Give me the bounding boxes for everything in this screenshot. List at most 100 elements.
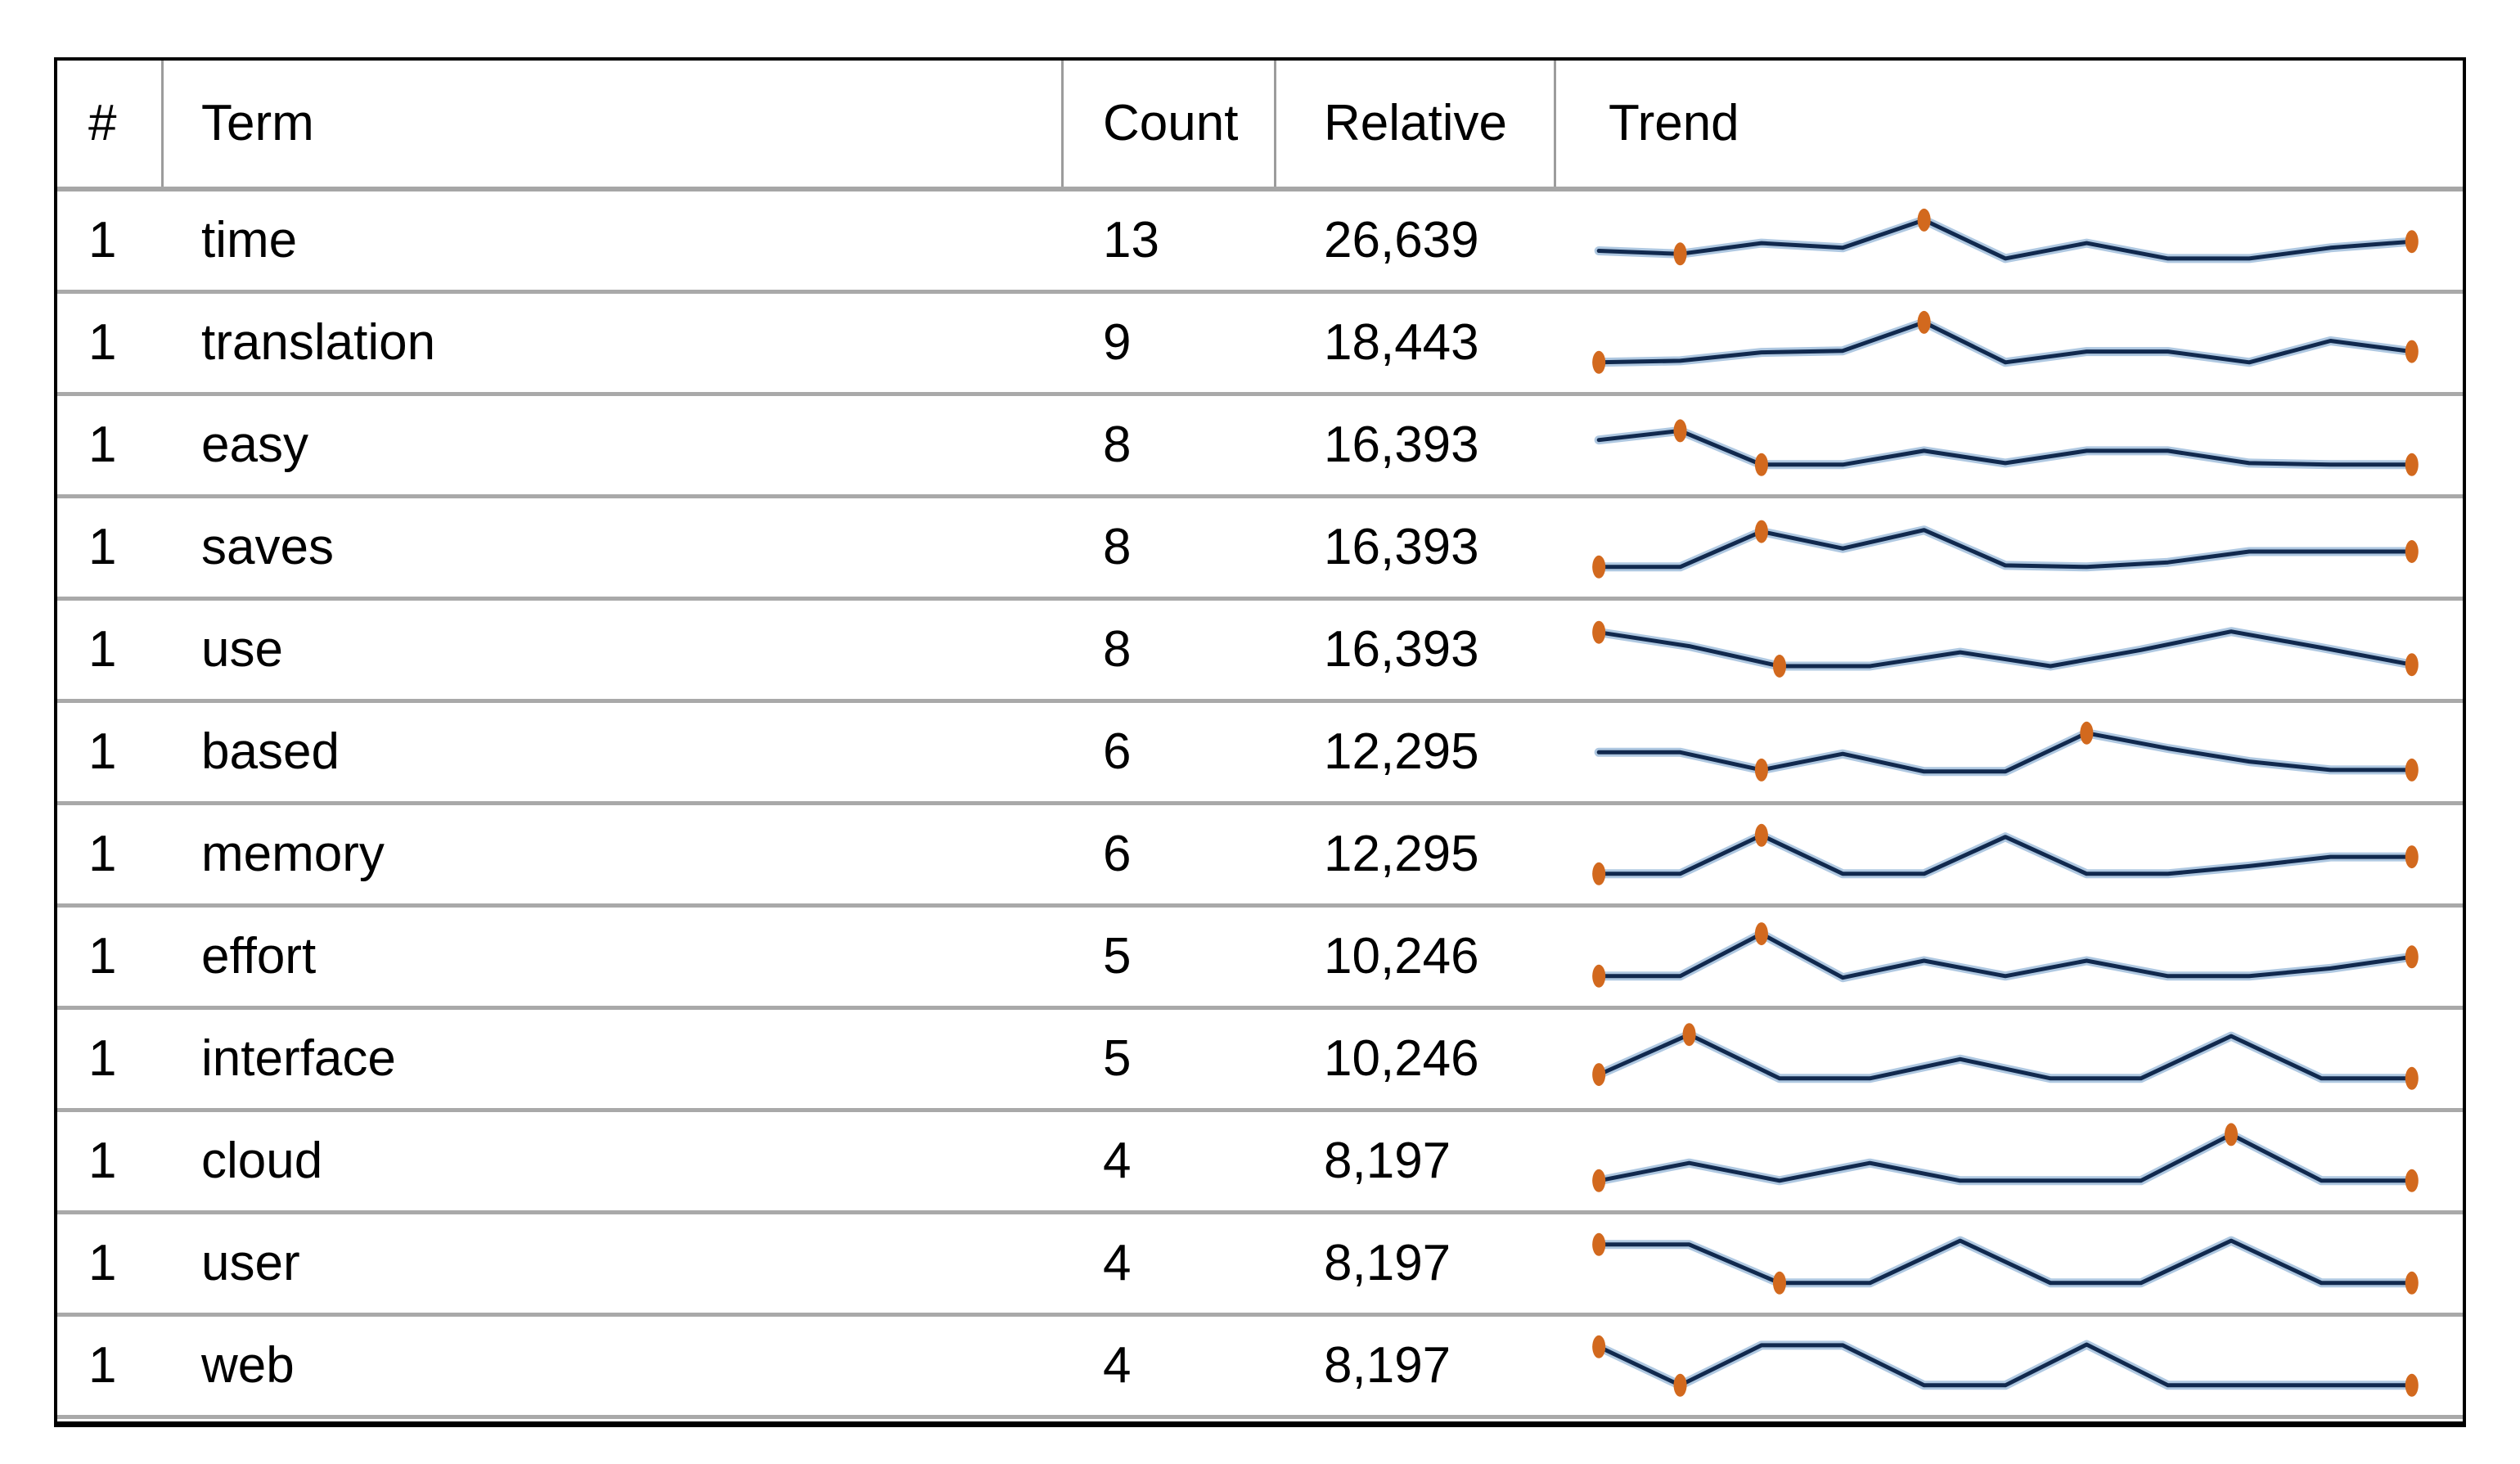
trend-sparkline xyxy=(1556,498,2463,597)
table-header-row: # Term Count Relative Trend xyxy=(57,61,2463,191)
trend-marker-dot xyxy=(2405,945,2419,969)
rank-cell: 1 xyxy=(88,1235,117,1291)
table-row: 1 translation 9 18,443 xyxy=(57,294,2463,396)
rank-cell: 1 xyxy=(88,826,117,882)
trend-marker-dot xyxy=(1772,1271,1787,1295)
term-frequency-table: # Term Count Relative Trend 1 time 13 26,63… xyxy=(54,57,2466,1427)
trend-sparkline xyxy=(1556,191,2463,290)
trend-marker-dot xyxy=(2080,721,2094,745)
trend-sparkline xyxy=(1556,1010,2463,1108)
trend-marker-dot xyxy=(2405,845,2419,869)
trend-marker-dot xyxy=(1917,310,1931,334)
trend-marker-dot xyxy=(1592,620,1606,644)
count-cell: 6 xyxy=(1103,826,1132,882)
column-header-count: Count xyxy=(1064,61,1276,187)
trend-sparkline xyxy=(1556,805,2463,903)
rank-cell: 1 xyxy=(88,314,117,371)
term-cell: saves xyxy=(201,519,334,575)
column-header-term: Term xyxy=(164,61,1064,187)
table-row: 1 easy 8 16,393 xyxy=(57,396,2463,498)
trend-marker-dot xyxy=(2405,1169,2419,1192)
term-cell: effort xyxy=(201,928,317,984)
trend-cell xyxy=(1556,396,2463,494)
trend-marker-dot xyxy=(1592,555,1606,579)
trend-marker-dot xyxy=(1592,1232,1606,1256)
relative-cell: 18,443 xyxy=(1324,314,1479,371)
table-row: 1 cloud 4 8,197 xyxy=(57,1112,2463,1214)
count-cell: 5 xyxy=(1103,1030,1132,1087)
table-row: 1 memory 6 12,295 xyxy=(57,805,2463,908)
relative-cell: 8,197 xyxy=(1324,1133,1451,1189)
term-cell: easy xyxy=(201,417,308,473)
term-cell: use xyxy=(201,621,283,678)
relative-cell: 26,639 xyxy=(1324,212,1479,268)
trend-marker-dot xyxy=(1772,655,1787,678)
count-cell: 13 xyxy=(1103,212,1159,268)
rank-cell: 1 xyxy=(88,1133,117,1189)
trend-sparkline xyxy=(1556,908,2463,1006)
trend-sparkline xyxy=(1556,1112,2463,1210)
table-row: 1 user 4 8,197 xyxy=(57,1214,2463,1317)
trend-marker-dot xyxy=(2405,453,2419,476)
relative-cell: 8,197 xyxy=(1324,1337,1451,1394)
relative-cell: 12,295 xyxy=(1324,723,1479,780)
term-cell: interface xyxy=(201,1030,396,1087)
table-row: 1 effort 5 10,246 xyxy=(57,908,2463,1010)
trend-sparkline xyxy=(1556,601,2463,699)
trend-cell xyxy=(1556,1214,2463,1313)
trend-marker-dot xyxy=(1682,1023,1696,1047)
rank-cell: 1 xyxy=(88,928,117,984)
rank-cell: 1 xyxy=(88,417,117,473)
trend-marker-dot xyxy=(1673,1373,1687,1397)
trend-marker-dot xyxy=(2405,540,2419,563)
count-cell: 8 xyxy=(1103,519,1132,575)
trend-marker-dot xyxy=(1592,350,1606,374)
trend-cell xyxy=(1556,1317,2463,1415)
trend-cell xyxy=(1556,498,2463,597)
table-row: 1 saves 8 16,393 xyxy=(57,498,2463,601)
count-cell: 4 xyxy=(1103,1235,1132,1291)
column-header-trend: Trend xyxy=(1609,95,1739,151)
term-cell: memory xyxy=(201,826,385,882)
trend-marker-dot xyxy=(1754,758,1768,782)
count-cell: 8 xyxy=(1103,621,1132,678)
trend-marker-dot xyxy=(2405,1373,2419,1397)
trend-marker-dot xyxy=(1754,922,1768,946)
term-cell: time xyxy=(201,212,298,268)
relative-cell: 8,197 xyxy=(1324,1235,1451,1291)
term-cell: translation xyxy=(201,314,436,371)
count-cell: 5 xyxy=(1103,928,1132,984)
trend-marker-dot xyxy=(1592,1335,1606,1358)
trend-marker-dot xyxy=(1592,1063,1606,1087)
table-body: 1 time 13 26,639 1 translation 9 18,443 1 easy 8 1 6… xyxy=(57,191,2463,1419)
trend-cell xyxy=(1556,191,2463,290)
count-cell: 8 xyxy=(1103,417,1132,473)
trend-marker-dot xyxy=(1592,964,1606,988)
trend-marker-dot xyxy=(1754,453,1768,476)
trend-marker-dot xyxy=(2224,1123,2239,1146)
term-cell: cloud xyxy=(201,1133,323,1189)
trend-cell xyxy=(1556,908,2463,1006)
count-cell: 6 xyxy=(1103,723,1132,780)
table-row: 1 based 6 12,295 xyxy=(57,703,2463,805)
rank-cell: 1 xyxy=(88,621,117,678)
trend-cell xyxy=(1556,294,2463,392)
trend-cell xyxy=(1556,805,2463,903)
trend-marker-dot xyxy=(1754,520,1768,543)
rank-cell: 1 xyxy=(88,1337,117,1394)
relative-cell: 10,246 xyxy=(1324,1030,1479,1087)
trend-marker-dot xyxy=(1592,1169,1606,1192)
count-cell: 9 xyxy=(1103,314,1132,371)
table-row: 1 interface 5 10,246 xyxy=(57,1010,2463,1112)
trend-cell xyxy=(1556,1010,2463,1108)
trend-sparkline xyxy=(1556,294,2463,392)
trend-marker-dot xyxy=(2405,758,2419,782)
relative-cell: 12,295 xyxy=(1324,826,1479,882)
trend-marker-dot xyxy=(1673,419,1687,443)
table-row: 1 web 4 8,197 xyxy=(57,1317,2463,1419)
trend-marker-dot xyxy=(2405,1066,2419,1090)
trend-sparkline xyxy=(1556,1317,2463,1415)
trend-cell xyxy=(1556,1112,2463,1210)
count-cell: 4 xyxy=(1103,1133,1132,1189)
